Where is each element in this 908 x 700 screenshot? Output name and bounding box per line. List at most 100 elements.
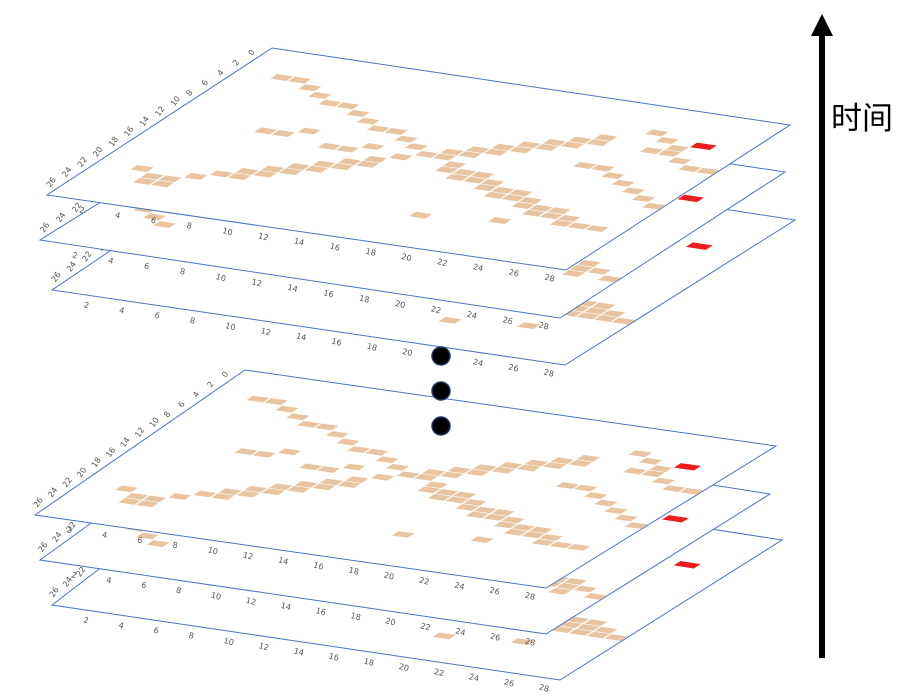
grid-cell	[499, 461, 523, 469]
x-tick-label: 6	[154, 311, 161, 321]
grid-cell	[184, 172, 208, 180]
grid-cell	[261, 488, 285, 496]
y-tick-label: 14	[138, 115, 151, 129]
grid-cell	[304, 165, 328, 173]
x-tick-label: 6	[153, 626, 160, 636]
x-tick-label: 4	[107, 256, 114, 266]
grid-cell	[312, 483, 336, 491]
grid-cell	[597, 275, 621, 283]
grid-cell	[389, 153, 413, 161]
grid-cell	[555, 482, 580, 489]
x-tick-label: 14	[293, 236, 305, 247]
grid-cell	[665, 144, 689, 152]
x-tick-label: 16	[322, 288, 334, 299]
time-arrow-head-icon	[811, 14, 833, 36]
grid-cell	[394, 135, 418, 143]
highlight-cell	[677, 194, 704, 203]
grid-cell	[435, 489, 459, 496]
grid-cell	[471, 171, 495, 179]
grid-cell	[614, 514, 638, 522]
grid-cell	[130, 165, 154, 173]
grid-cell	[567, 222, 591, 230]
grid-cell	[484, 148, 508, 156]
y-tick-label: 18	[90, 456, 103, 470]
x-tick-label: 14	[295, 331, 307, 342]
grid-cell	[168, 493, 192, 500]
grid-cell	[286, 413, 310, 421]
x-tick-label: 6	[136, 535, 143, 545]
grid-cell	[136, 500, 159, 508]
grid-cell	[417, 486, 441, 494]
x-tick-label: 8	[179, 267, 186, 277]
ellipsis-dot	[431, 381, 451, 401]
x-tick-label: 12	[242, 550, 254, 561]
x-tick-label: 14	[287, 283, 299, 294]
x-tick-label: 18	[366, 342, 378, 353]
grid-cell	[261, 165, 285, 173]
grid-cell	[312, 160, 336, 168]
y-tick-label: 26	[38, 221, 51, 235]
grid-cell	[355, 160, 380, 168]
grid-cell	[318, 99, 342, 107]
grid-cell	[361, 143, 385, 151]
x-tick-label: 20	[384, 616, 396, 627]
upper-layer-group: 2468101214161820222426280246810121416182…	[38, 47, 797, 379]
grid-cell	[549, 541, 573, 549]
grid-cell	[336, 438, 360, 446]
y-tick-label: 22	[76, 155, 89, 169]
grid-cell	[491, 466, 515, 474]
grid-cell	[558, 621, 582, 629]
grid-cell	[591, 164, 615, 172]
y-tick-label: 18	[107, 135, 120, 149]
y-tick-label: 14	[119, 436, 132, 450]
x-tick-label: 8	[189, 316, 196, 326]
x-tick-label: 6	[150, 216, 157, 226]
grid-cell	[375, 456, 399, 464]
grid-cell	[561, 270, 586, 278]
x-tick-label: 28	[524, 591, 536, 602]
grid-cell	[584, 492, 608, 499]
y-tick-label: 16	[104, 446, 117, 460]
grid-cell	[440, 148, 464, 156]
grid-cell	[269, 483, 293, 491]
x-tick-label: 28	[538, 321, 550, 332]
x-tick-label: 28	[544, 273, 556, 284]
grid-cell	[317, 142, 341, 150]
grid-cell	[645, 129, 669, 137]
x-tick-label: 26	[502, 315, 514, 326]
grid-cell	[628, 450, 652, 458]
y-tick-label: 26	[48, 585, 61, 599]
highlight-cell	[690, 142, 717, 150]
y-tick-label: 22	[61, 476, 74, 490]
x-tick-label: 4	[118, 621, 125, 631]
grid-cell	[271, 130, 295, 137]
grid-cell	[473, 464, 497, 472]
grid-cell	[287, 485, 311, 493]
grid-cell	[563, 578, 587, 585]
x-tick-label: 18	[358, 294, 370, 305]
ellipsis-dots	[431, 346, 451, 436]
x-tick-label: 2	[66, 525, 73, 535]
grid-cell	[573, 161, 597, 169]
grid-cell	[556, 583, 579, 590]
grid-cell	[132, 177, 157, 185]
x-tick-label: 26	[489, 632, 501, 643]
grid-cell	[503, 529, 527, 536]
grid-cell	[638, 457, 663, 465]
grid-cell	[253, 170, 277, 178]
x-tick-label: 12	[245, 596, 257, 607]
grid-cell	[549, 219, 573, 227]
y-tick-label: 12	[153, 105, 166, 119]
x-tick-label: 28	[524, 637, 536, 648]
grid-cell	[548, 587, 572, 595]
lower-layer-group: 2468101214161820222426280246810121416182…	[32, 369, 784, 694]
grid-cell	[338, 158, 362, 166]
grid-cell	[264, 398, 288, 406]
grid-cell	[409, 211, 433, 219]
grid-cell	[576, 624, 600, 631]
grid-cell	[601, 172, 625, 180]
grid-cell	[568, 459, 593, 467]
grid-cell	[640, 147, 664, 155]
x-tick-label: 10	[221, 226, 233, 237]
x-tick-label: 16	[331, 337, 343, 348]
